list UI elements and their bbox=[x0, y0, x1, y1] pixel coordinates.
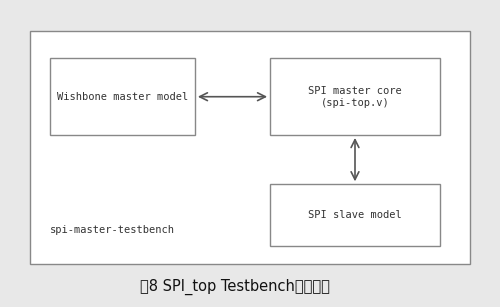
Bar bbox=[30, 31, 470, 264]
Text: spi-master-testbench: spi-master-testbench bbox=[50, 225, 175, 235]
Bar bbox=[270, 58, 440, 135]
Bar bbox=[50, 58, 195, 135]
Text: 图8 SPI_top Testbench总体结构: 图8 SPI_top Testbench总体结构 bbox=[140, 279, 330, 295]
Text: SPI slave model: SPI slave model bbox=[308, 210, 402, 220]
Text: SPI master core
(spi-top.v): SPI master core (spi-top.v) bbox=[308, 86, 402, 107]
Text: Wishbone master model: Wishbone master model bbox=[57, 92, 188, 102]
Bar bbox=[270, 184, 440, 246]
